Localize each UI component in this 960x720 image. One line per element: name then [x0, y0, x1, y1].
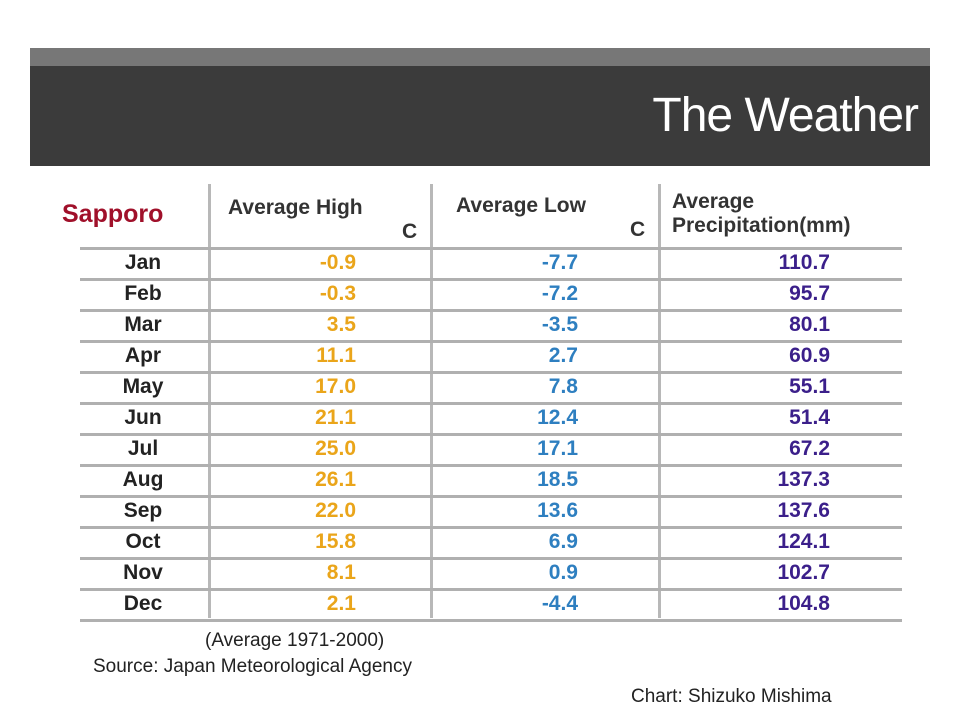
precipitation-cell: 80.1 — [789, 313, 830, 336]
month-cell: Apr — [124, 344, 162, 367]
row-divider — [80, 495, 902, 498]
precipitation-cell: 60.9 — [789, 344, 830, 367]
column-divider — [430, 184, 433, 618]
month-cell: May — [122, 375, 164, 398]
average-low-cell: -7.2 — [541, 282, 578, 305]
average-low-cell: -7.7 — [541, 251, 578, 274]
source-note: Source: Japan Meteorological Agency — [93, 656, 412, 677]
average-high-cell: 15.8 — [315, 530, 356, 553]
header-average-precipitation: Average Precipitation(mm) — [672, 190, 851, 237]
average-high-cell: 11.1 — [316, 344, 356, 367]
average-high-cell: 17.0 — [315, 375, 356, 398]
precipitation-cell: 67.2 — [789, 437, 830, 460]
average-low-cell: -3.5 — [541, 313, 578, 336]
precipitation-cell: 95.7 — [789, 282, 830, 305]
average-low-cell: 7.8 — [548, 375, 578, 398]
row-divider — [80, 433, 902, 436]
average-low-cell: 6.9 — [548, 530, 578, 553]
row-divider — [80, 402, 902, 405]
precipitation-cell: 102.7 — [777, 561, 830, 584]
average-low-cell: 17.1 — [537, 437, 578, 460]
average-low-cell: 0.9 — [548, 561, 578, 584]
precipitation-cell: 137.3 — [777, 468, 830, 491]
row-divider — [80, 464, 902, 467]
header-average-low: Average Low — [456, 194, 586, 217]
header-average-high: Average High — [228, 196, 363, 219]
row-divider — [80, 588, 902, 591]
title-bar-accent-strip — [30, 48, 930, 66]
row-divider — [80, 619, 902, 622]
precipitation-cell: 137.6 — [777, 499, 830, 522]
average-high-cell: 3.5 — [326, 313, 356, 336]
header-high-unit: C — [402, 220, 418, 243]
precipitation-cell: 124.1 — [777, 530, 830, 553]
average-low-cell: -4.4 — [541, 592, 578, 615]
average-high-cell: -0.9 — [319, 251, 356, 274]
average-high-cell: 21.1 — [315, 406, 356, 429]
period-note: (Average 1971-2000) — [205, 630, 385, 651]
average-low-cell: 18.5 — [537, 468, 578, 491]
row-divider — [80, 557, 902, 560]
month-cell: Dec — [123, 592, 163, 615]
row-divider — [80, 526, 902, 529]
average-high-cell: 25.0 — [315, 437, 356, 460]
average-low-cell: 12.4 — [537, 406, 578, 429]
chart-credit: Chart: Shizuko Mishima — [631, 686, 832, 707]
average-low-cell: 2.7 — [548, 344, 578, 367]
column-divider — [658, 184, 661, 618]
precipitation-cell: 55.1 — [789, 375, 830, 398]
precipitation-cell: 104.8 — [777, 592, 830, 615]
row-divider — [80, 278, 902, 281]
month-cell: Mar — [124, 313, 162, 336]
header-low-unit: C — [630, 218, 646, 241]
row-divider — [80, 309, 902, 312]
average-high-cell: 8.1 — [326, 561, 356, 584]
row-divider — [80, 371, 902, 374]
average-high-cell: 26.1 — [315, 468, 356, 491]
average-high-cell: -0.3 — [319, 282, 356, 305]
month-cell: Jan — [124, 251, 162, 274]
slide-title: The Weather — [652, 89, 919, 142]
row-divider — [80, 247, 902, 250]
month-cell: Sep — [123, 499, 163, 522]
month-cell: Oct — [125, 530, 161, 553]
month-cell: Feb — [124, 282, 162, 305]
city-name: Sapporo — [62, 200, 164, 228]
average-low-cell: 13.6 — [537, 499, 578, 522]
precipitation-cell: 110.7 — [778, 251, 830, 274]
title-bar: The Weather — [30, 66, 930, 166]
column-divider — [208, 184, 211, 618]
month-cell: Nov — [123, 561, 163, 584]
average-high-cell: 22.0 — [315, 499, 356, 522]
month-cell: Aug — [122, 468, 164, 491]
row-divider — [80, 340, 902, 343]
precipitation-cell: 51.4 — [789, 406, 830, 429]
average-high-cell: 2.1 — [326, 592, 356, 615]
month-cell: Jun — [124, 406, 162, 429]
month-cell: Jul — [127, 437, 159, 460]
